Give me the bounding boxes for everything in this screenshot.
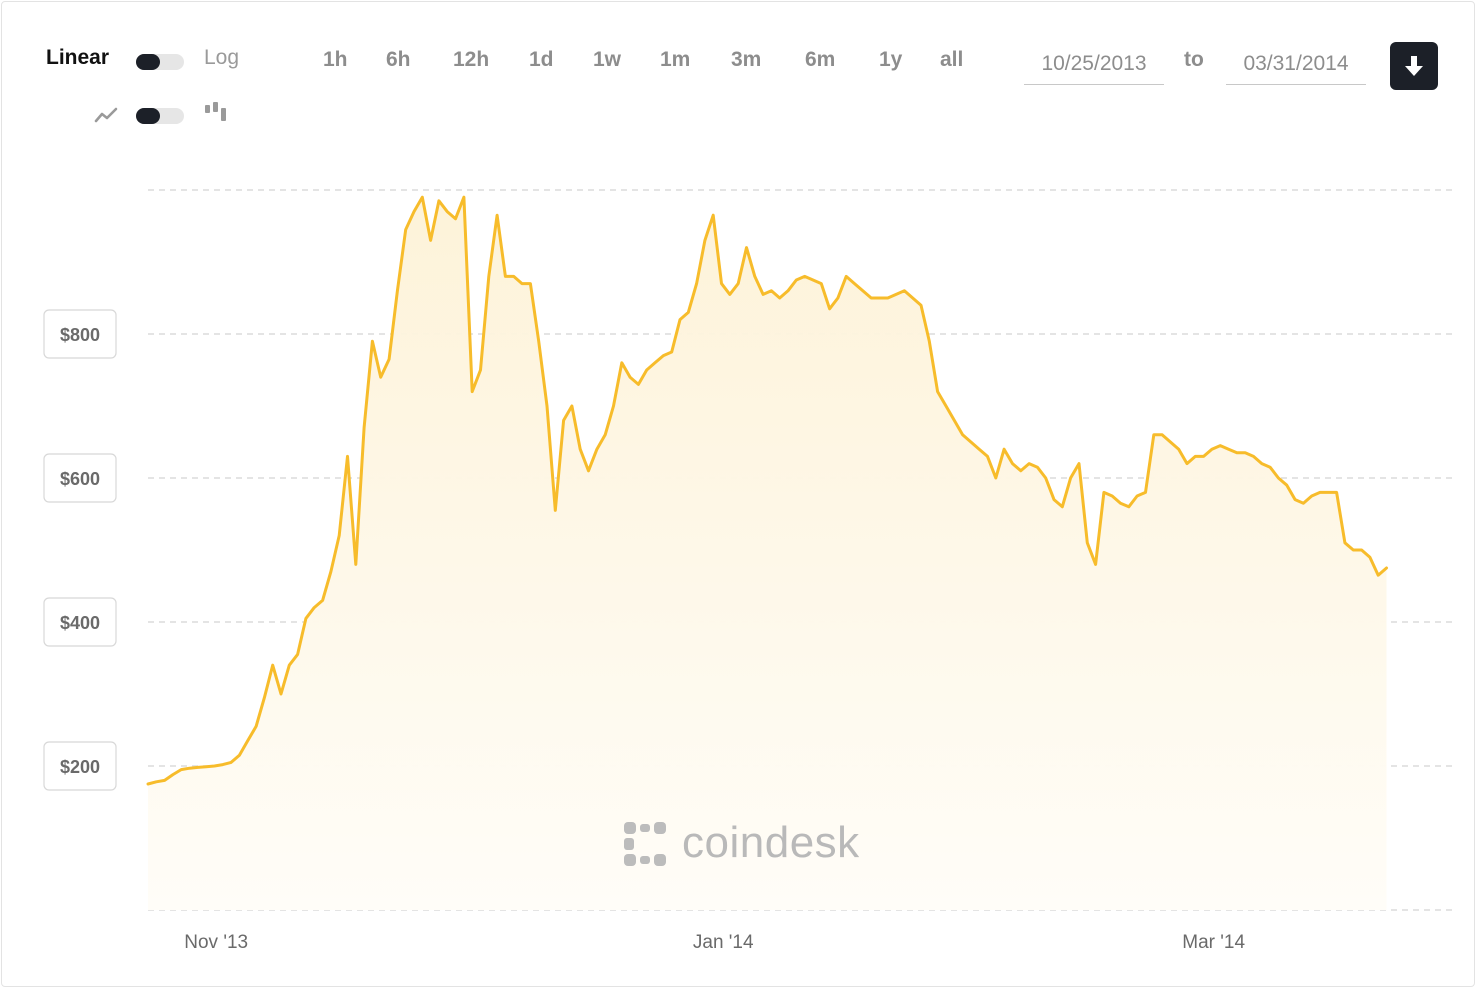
price-line bbox=[146, 195, 1388, 786]
y-tick-label: $800 bbox=[43, 309, 117, 359]
scale-toggle-knob bbox=[136, 54, 160, 70]
x-tick-label: Nov '13 bbox=[184, 932, 248, 953]
download-button[interactable] bbox=[1390, 42, 1438, 90]
y-tick-label-text: $600 bbox=[60, 469, 100, 489]
price-area bbox=[148, 197, 1387, 910]
x-tick-label: Mar '14 bbox=[1182, 932, 1245, 953]
y-tick-label-text: $200 bbox=[60, 757, 100, 777]
coindesk-watermark: coindesk bbox=[622, 818, 882, 870]
range-1h[interactable]: 1h bbox=[323, 48, 348, 71]
range-6h[interactable]: 6h bbox=[386, 48, 411, 71]
range-1d[interactable]: 1d bbox=[529, 48, 554, 71]
scale-toggle[interactable] bbox=[136, 54, 184, 70]
y-tick-label-box bbox=[43, 741, 117, 791]
x-tick-label: Jan '14 bbox=[693, 932, 754, 953]
date-from-input[interactable] bbox=[1024, 44, 1164, 85]
y-tick-label-text: $400 bbox=[60, 613, 100, 633]
y-tick-label: $400 bbox=[43, 597, 117, 647]
range-all[interactable]: all bbox=[940, 48, 964, 71]
y-tick-label-box bbox=[43, 453, 117, 503]
coindesk-wordmark: coindesk bbox=[682, 818, 860, 867]
date-to-label: to bbox=[1184, 48, 1204, 71]
scale-linear-label[interactable]: Linear bbox=[46, 46, 110, 69]
y-tick-label: $200 bbox=[43, 741, 117, 791]
chart-type-toggle[interactable] bbox=[136, 108, 184, 124]
coindesk-logo-icon bbox=[624, 822, 666, 866]
y-tick-label-box bbox=[43, 597, 117, 647]
range-1y[interactable]: 1y bbox=[879, 48, 903, 71]
candlestick-icon[interactable] bbox=[204, 102, 228, 127]
date-to-input[interactable] bbox=[1226, 44, 1366, 85]
y-tick-label-box bbox=[43, 309, 117, 359]
range-1m[interactable]: 1m bbox=[660, 48, 691, 71]
range-3m[interactable]: 3m bbox=[731, 48, 762, 71]
line-chart-icon[interactable] bbox=[94, 106, 118, 129]
y-tick-label: $600 bbox=[43, 453, 117, 503]
scale-log-label[interactable]: Log bbox=[204, 46, 240, 69]
range-1w[interactable]: 1w bbox=[593, 48, 622, 71]
chart-type-toggle-knob bbox=[136, 108, 160, 124]
range-6m[interactable]: 6m bbox=[805, 48, 836, 71]
download-icon bbox=[1405, 56, 1423, 76]
y-tick-label-text: $800 bbox=[60, 325, 100, 345]
range-12h[interactable]: 12h bbox=[453, 48, 490, 71]
